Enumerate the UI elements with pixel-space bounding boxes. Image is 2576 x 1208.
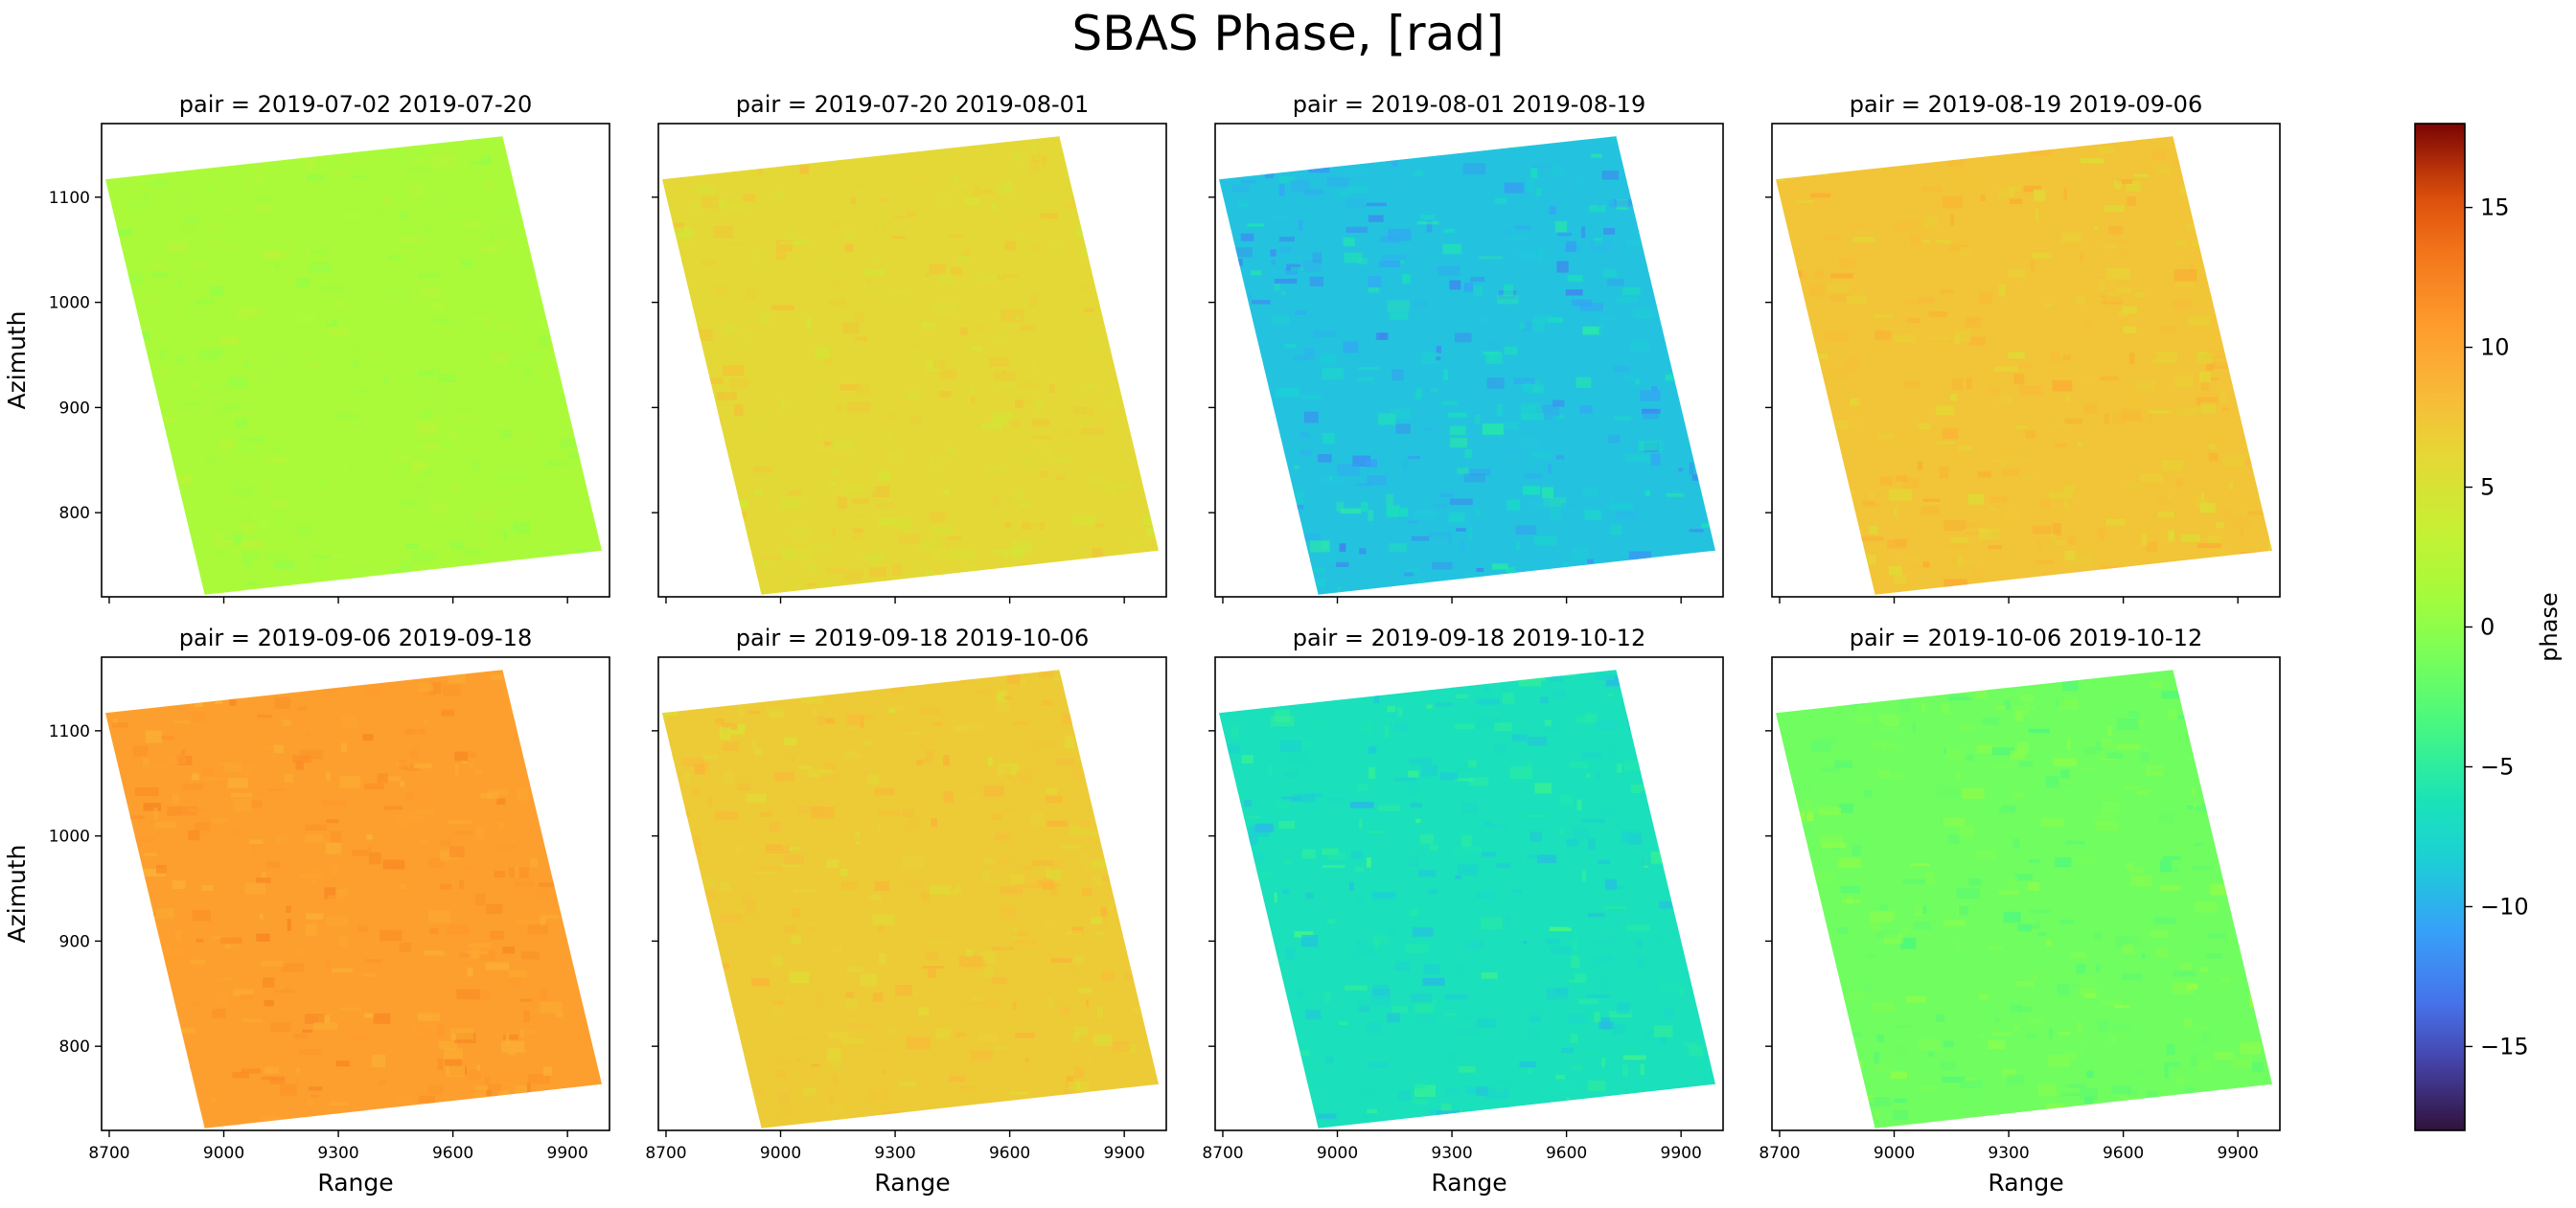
- y-tick-label: 1000: [49, 828, 90, 847]
- x-tick-label: 9000: [760, 1144, 801, 1163]
- x-tick-label: 9900: [1104, 1144, 1145, 1163]
- x-tick-label: 8700: [1759, 1144, 1800, 1163]
- x-tick-label: 8700: [645, 1144, 686, 1163]
- colorbar-tick-label: −15: [2480, 1033, 2529, 1060]
- x-tick-label: 9300: [1431, 1144, 1472, 1163]
- subplot-title: pair = 2019-10-06 2019-10-12: [1850, 625, 2202, 651]
- axes-frame: [1214, 656, 1724, 1131]
- x-tick-label: 9300: [317, 1144, 358, 1163]
- x-axis-label: Range: [1988, 1169, 2063, 1197]
- x-axis-label: Range: [874, 1169, 950, 1197]
- colorbar-tick-label: 10: [2480, 334, 2510, 361]
- x-tick-label: 9300: [874, 1144, 915, 1163]
- subplot-title: pair = 2019-09-18 2019-10-06: [736, 625, 1089, 651]
- colorbar-tick-label: 5: [2480, 474, 2495, 501]
- colorbar-tick-label: −5: [2480, 753, 2514, 780]
- colorbar-gradient: [2415, 124, 2465, 1130]
- subplot: pair = 2019-08-01 2019-08-19: [1208, 91, 1724, 604]
- x-tick-label: 9300: [1988, 1144, 2029, 1163]
- colorbar: −15 −10 −5 0 5 10 15 phase: [2414, 123, 2563, 1131]
- x-axis-label: Range: [317, 1169, 393, 1197]
- y-tick-label: 1100: [49, 189, 90, 208]
- phase-footprint: [1776, 670, 2272, 1128]
- x-tick-label: 9600: [2103, 1144, 2144, 1163]
- x-tick-label: 9900: [2218, 1144, 2259, 1163]
- x-tick-label: 9600: [989, 1144, 1030, 1163]
- y-tick-label: 900: [59, 399, 90, 418]
- x-tick-label: 9600: [432, 1144, 473, 1163]
- subplot: pair = 2019-09-06 2019-09-18 8700 9000 9300…: [3, 625, 610, 1197]
- x-tick-label: 8700: [88, 1144, 129, 1163]
- axes-frame: [657, 656, 1167, 1131]
- subplot-title: pair = 2019-07-02 2019-07-20: [179, 91, 532, 118]
- figure-title: SBAS Phase, [rad]: [1072, 6, 1505, 61]
- axes-frame: [1771, 656, 2281, 1131]
- subplot-title: pair = 2019-07-20 2019-08-01: [736, 91, 1089, 118]
- x-tick-label: 9900: [1661, 1144, 1702, 1163]
- x-tick-label: 9900: [547, 1144, 588, 1163]
- axes-frame: [1214, 123, 1724, 598]
- colorbar-tick-label: 15: [2480, 194, 2510, 221]
- axes-frame: [101, 656, 610, 1131]
- y-tick-label: 1100: [49, 722, 90, 741]
- subplot-title: pair = 2019-09-18 2019-10-12: [1293, 625, 1645, 651]
- x-tick-label: 9000: [1317, 1144, 1358, 1163]
- y-tick-label: 900: [59, 932, 90, 951]
- colorbar-tick-label: −10: [2480, 893, 2529, 920]
- y-tick-label: 1000: [49, 294, 90, 313]
- x-axis-label: Range: [1431, 1169, 1506, 1197]
- x-tick-label: 9000: [203, 1144, 244, 1163]
- axes-frame: [1771, 123, 2281, 598]
- colorbar-label: phase: [2536, 592, 2563, 661]
- axes-frame: [657, 123, 1167, 598]
- axes-frame: [101, 123, 610, 598]
- subplot-title: pair = 2019-08-19 2019-09-06: [1850, 91, 2202, 118]
- x-tick-label: 8700: [1202, 1144, 1243, 1163]
- subplot-title: pair = 2019-09-06 2019-09-18: [179, 625, 532, 651]
- y-tick-label: 800: [59, 1037, 90, 1057]
- colorbar-tick-label: 0: [2480, 614, 2495, 641]
- y-axis-label: Azimuth: [3, 844, 31, 943]
- phase-footprint: [662, 670, 1159, 1128]
- subplot-title: pair = 2019-08-01 2019-08-19: [1293, 91, 1645, 118]
- x-tick-label: 9600: [1546, 1144, 1587, 1163]
- x-tick-label: 9000: [1874, 1144, 1915, 1163]
- y-axis-label: Azimuth: [3, 310, 31, 409]
- y-tick-label: 800: [59, 504, 90, 523]
- subplot: pair = 2019-08-19 2019-09-06: [1765, 91, 2281, 604]
